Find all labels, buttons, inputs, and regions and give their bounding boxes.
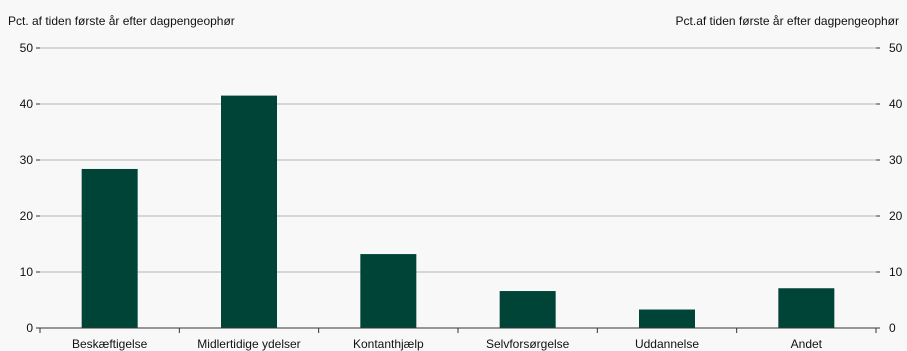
left-axis-title: Pct. af tiden første år efter dagpengeop… [8, 14, 235, 28]
right-axis-title: Pct.af tiden første år efter dagpengeoph… [676, 14, 899, 28]
left-tick-label: 20 [20, 209, 34, 223]
bar [221, 95, 277, 328]
right-tick-label: 0 [889, 321, 896, 335]
bar [81, 168, 138, 328]
left-tick-label: 30 [20, 153, 34, 167]
category-labels: Beskæftigelse Midlertidige ydelser Kontant… [72, 337, 823, 351]
right-tick-label: 40 [889, 97, 903, 111]
right-tick-label: 10 [889, 265, 903, 279]
left-tick-label: 50 [20, 41, 34, 55]
gridlines [40, 47, 876, 273]
category-label: Andet [791, 337, 823, 351]
bars [81, 95, 835, 328]
category-label: Selvforsørgelse [486, 337, 570, 351]
right-tick-label: 30 [889, 153, 903, 167]
axes [36, 47, 880, 333]
category-label: Uddannelse [635, 337, 699, 351]
right-tick-label: 50 [889, 41, 903, 55]
left-tick-label: 40 [20, 97, 34, 111]
bar [639, 309, 695, 328]
category-label: Midlertidige ydelser [197, 337, 300, 351]
bar [360, 254, 417, 328]
bar [778, 288, 835, 328]
left-tick-label: 0 [26, 321, 33, 335]
category-label: Beskæftigelse [72, 337, 148, 351]
tick-labels: 0 0 10 10 20 20 30 30 40 40 50 50 [20, 41, 903, 335]
left-tick-label: 10 [20, 265, 34, 279]
right-tick-label: 20 [889, 209, 903, 223]
bar [499, 291, 556, 328]
category-label: Kontanthjælp [353, 337, 424, 351]
